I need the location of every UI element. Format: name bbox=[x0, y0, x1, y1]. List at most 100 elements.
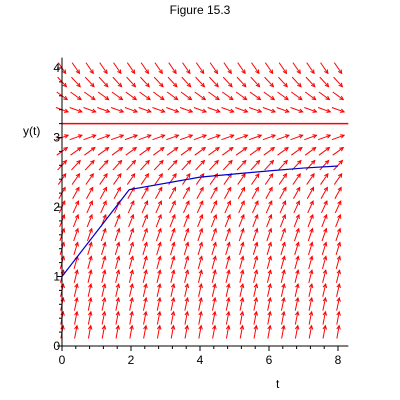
field-arrow bbox=[277, 91, 289, 101]
field-arrow bbox=[281, 324, 286, 339]
field-arrow bbox=[183, 241, 190, 256]
field-arrow bbox=[112, 159, 123, 171]
field-arrow bbox=[223, 62, 232, 75]
x-tick-label: 8 bbox=[335, 353, 342, 367]
x-axis-label: t bbox=[276, 377, 280, 391]
field-arrow bbox=[198, 282, 203, 297]
field-arrow bbox=[180, 91, 193, 101]
field-arrow bbox=[304, 107, 318, 113]
solution-curve-layer bbox=[61, 165, 339, 277]
field-arrow bbox=[184, 296, 190, 311]
field-arrow bbox=[154, 172, 163, 185]
field-arrow bbox=[253, 324, 258, 339]
field-arrow bbox=[84, 146, 96, 156]
field-arrow bbox=[236, 76, 247, 88]
field-arrow bbox=[248, 134, 263, 141]
field-arrow bbox=[239, 282, 245, 297]
field-arrow bbox=[169, 227, 176, 242]
field-arrow bbox=[181, 76, 192, 88]
field-arrow bbox=[277, 146, 289, 156]
field-arrow bbox=[293, 186, 301, 200]
field-arrow bbox=[72, 200, 80, 214]
field-arrow bbox=[251, 172, 260, 185]
field-arrow bbox=[72, 213, 80, 228]
field-arrow bbox=[249, 146, 262, 156]
field-arrow bbox=[332, 146, 345, 156]
field-arrow bbox=[99, 62, 108, 75]
field-arrow bbox=[73, 296, 79, 311]
field-arrow bbox=[73, 269, 79, 283]
field-arrow bbox=[336, 282, 341, 297]
field-arrow bbox=[97, 91, 110, 101]
field-arrow bbox=[253, 310, 259, 325]
field-arrow bbox=[198, 310, 203, 325]
field-arrow bbox=[225, 241, 231, 256]
field-arrow bbox=[99, 172, 108, 185]
field-arrow bbox=[221, 134, 235, 141]
field-arrow bbox=[307, 227, 314, 242]
field-arrow bbox=[101, 269, 107, 283]
x-tick-label: 6 bbox=[266, 353, 273, 367]
field-arrow bbox=[322, 310, 328, 325]
field-arrow bbox=[114, 241, 121, 256]
field-arrow bbox=[252, 200, 259, 214]
field-arrow bbox=[319, 76, 330, 88]
field-arrow bbox=[129, 310, 134, 325]
field-arrow bbox=[308, 324, 314, 339]
field-arrow bbox=[142, 227, 148, 242]
field-arrow bbox=[225, 282, 231, 297]
field-arrow bbox=[100, 200, 107, 214]
y-tick-label: 1 bbox=[53, 270, 60, 284]
x-tick-label: 0 bbox=[59, 353, 66, 367]
field-arrow bbox=[129, 324, 134, 339]
field-arrow bbox=[87, 296, 93, 311]
field-arrow bbox=[98, 159, 109, 171]
field-arrow bbox=[197, 213, 204, 228]
field-arrow bbox=[207, 107, 221, 113]
field-arrow bbox=[331, 134, 346, 141]
field-arrow bbox=[235, 107, 249, 113]
field-arrow bbox=[267, 282, 272, 297]
field-arrow bbox=[280, 282, 286, 297]
field-arrow bbox=[98, 76, 109, 88]
field-arrow bbox=[87, 241, 93, 256]
field-arrow bbox=[252, 227, 259, 242]
field-arrow bbox=[210, 186, 218, 200]
field-arrow bbox=[126, 62, 136, 75]
field-arrow bbox=[266, 241, 273, 256]
field-arrow bbox=[224, 200, 231, 214]
field-arrow bbox=[126, 76, 137, 88]
field-arrow bbox=[115, 282, 121, 297]
field-arrow bbox=[250, 76, 261, 88]
field-arrow bbox=[143, 324, 148, 339]
field-arrow bbox=[86, 186, 94, 200]
field-arrow bbox=[334, 200, 342, 214]
field-arrow bbox=[308, 241, 314, 256]
field-arrow bbox=[156, 227, 162, 242]
field-arrow bbox=[318, 146, 331, 156]
field-arrow bbox=[225, 324, 231, 339]
field-arrow bbox=[278, 62, 288, 75]
field-arrow bbox=[239, 255, 245, 269]
axes: 0 2 4 6 8 0 1 2 3 4 bbox=[53, 57, 349, 367]
field-arrow bbox=[142, 282, 148, 297]
field-arrow bbox=[291, 146, 303, 156]
field-arrow bbox=[225, 227, 231, 242]
field-arrow bbox=[142, 255, 148, 269]
field-arrow bbox=[181, 159, 192, 171]
field-arrow bbox=[142, 269, 148, 283]
field-arrow bbox=[184, 269, 190, 283]
chart-title: Figure 15.3 bbox=[169, 3, 231, 17]
field-arrow bbox=[222, 91, 234, 101]
field-arrow bbox=[290, 107, 304, 113]
field-arrow bbox=[166, 107, 180, 113]
field-arrow bbox=[279, 200, 287, 214]
field-arrow bbox=[195, 62, 205, 75]
field-arrow bbox=[304, 146, 317, 156]
field-arrow bbox=[322, 269, 328, 283]
field-arrow bbox=[70, 91, 82, 101]
field-arrow bbox=[266, 227, 273, 242]
y-tick-label: 3 bbox=[53, 131, 60, 145]
field-arrow bbox=[320, 186, 328, 200]
